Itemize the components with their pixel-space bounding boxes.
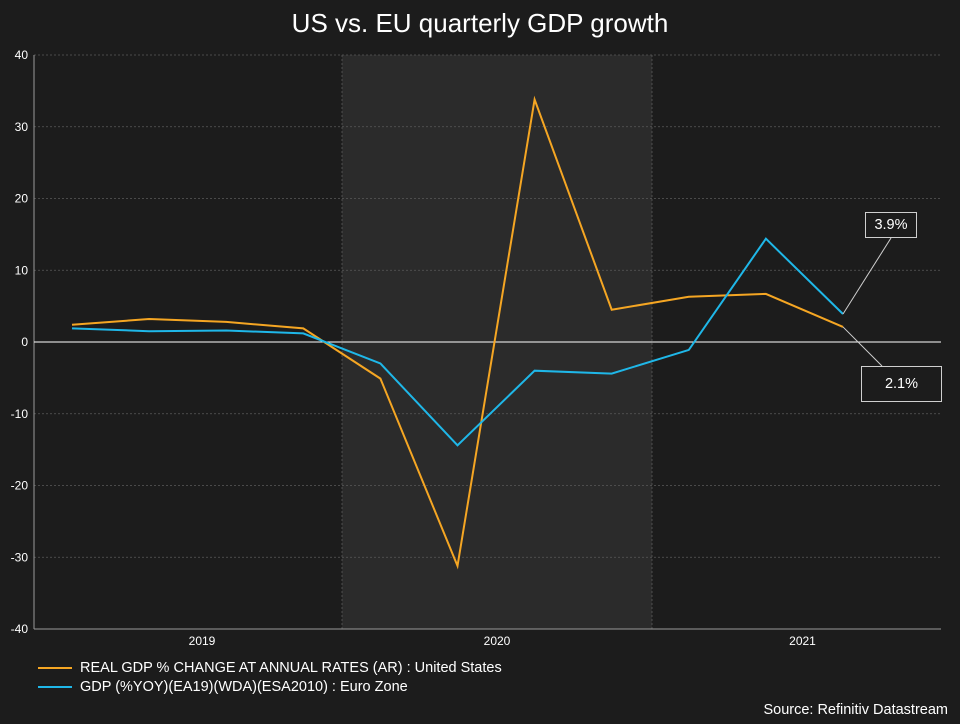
y-tick-label: 20 xyxy=(15,192,29,206)
series-line-euro-zone xyxy=(71,237,844,447)
callout-leader-eu xyxy=(842,237,892,315)
x-year-label: 2020 xyxy=(484,634,511,648)
y-tick-label: 40 xyxy=(15,48,29,62)
legend-label-us: REAL GDP % CHANGE AT ANNUAL RATES (AR) :… xyxy=(80,660,502,676)
legend-swatch-eu xyxy=(38,686,72,688)
legend-item-eu: GDP (%YOY)(EA19)(WDA)(ESA2010) : Euro Zo… xyxy=(38,679,408,695)
source-note: Source: Refinitiv Datastream xyxy=(763,702,948,718)
legend-swatch-us xyxy=(38,667,72,669)
y-tick-label: -20 xyxy=(11,479,29,493)
x-year-label: 2021 xyxy=(789,634,816,648)
series-line-us xyxy=(71,95,844,570)
y-tick-label: -10 xyxy=(11,407,29,421)
y-tick-label: 10 xyxy=(15,263,29,277)
legend-label-eu: GDP (%YOY)(EA19)(WDA)(ESA2010) : Euro Zo… xyxy=(80,679,408,695)
x-year-label: 2019 xyxy=(189,634,216,648)
y-tick-label: 0 xyxy=(21,335,28,349)
y-tick-label: -30 xyxy=(11,550,29,564)
y-tick-label: 30 xyxy=(15,120,29,134)
us-latest-callout: 2.1% xyxy=(861,366,942,402)
y-tick-label: -40 xyxy=(11,622,29,636)
euro-zone-latest-callout: 3.9% xyxy=(865,212,917,238)
chart-title: US vs. EU quarterly GDP growth xyxy=(291,8,669,38)
callout-leader-us xyxy=(842,326,883,367)
legend-item-us: REAL GDP % CHANGE AT ANNUAL RATES (AR) :… xyxy=(38,660,502,676)
